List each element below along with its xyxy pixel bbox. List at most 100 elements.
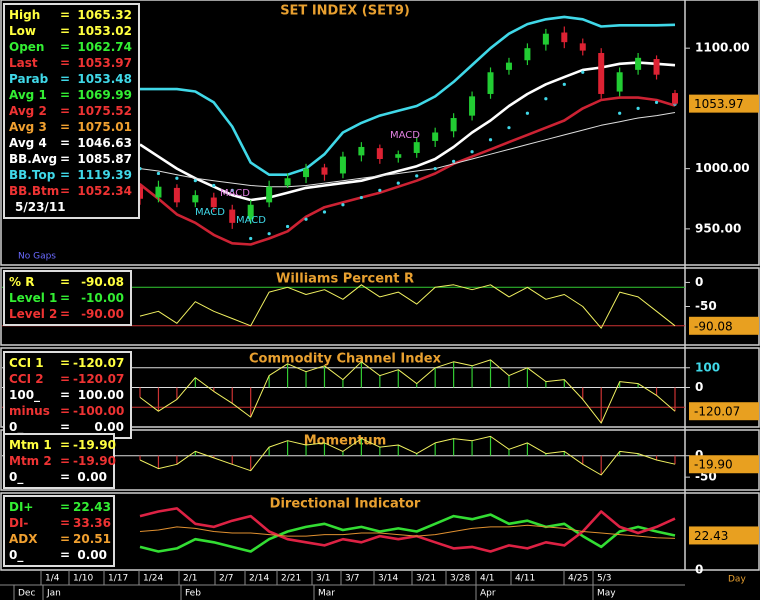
- date-label: 3/28: [450, 574, 470, 584]
- readout-sep: =: [59, 291, 71, 305]
- readout-sep: =: [59, 372, 71, 386]
- readout-row: Level 2 = -90.00: [9, 306, 126, 322]
- readout-value: -19.90: [73, 454, 116, 468]
- candle-body: [561, 32, 568, 43]
- date-label: 3/14: [378, 574, 398, 584]
- parabolic-dot: [378, 188, 382, 192]
- series-line: [139, 61, 676, 202]
- readout-row: 100_ = 100.00: [9, 387, 126, 403]
- macd-annotation: MACD: [390, 130, 420, 141]
- readout-row: Mtm 1 = -19.90: [9, 437, 116, 453]
- candle-body: [284, 178, 291, 186]
- date-label: 1/17: [108, 574, 128, 584]
- readout-value: -19.90: [73, 438, 116, 452]
- readout-label: Parab: [9, 72, 49, 86]
- readout-value: 0.00: [94, 420, 124, 434]
- candle-body: [339, 156, 346, 174]
- month-label: Jan: [46, 589, 61, 599]
- series-line: [139, 359, 676, 424]
- parabolic-dot: [562, 82, 566, 86]
- readout-sep: =: [59, 136, 71, 150]
- y-tick-label: 0: [695, 380, 703, 394]
- y-tick-label: 1100.00: [695, 41, 750, 55]
- readout-value: 100.00: [77, 388, 124, 402]
- y-tick-label: -50: [695, 299, 717, 313]
- readout-sep: =: [59, 307, 71, 321]
- readout-row: Last = 1053.97: [9, 55, 134, 71]
- panel-frame: [0, 0, 760, 266]
- readout-sep: =: [59, 152, 71, 166]
- macd-annotation: MACD: [220, 188, 250, 199]
- readout-row: CCI 1 = -120.07: [9, 355, 126, 371]
- readout-row: BB.Btm = 1052.34: [9, 183, 134, 199]
- y-tick-label: 950.00: [695, 221, 741, 235]
- readout-box: Mtm 1 = -19.90 Mtm 2 = -19.90 0_ = 0.00: [3, 433, 116, 489]
- readout-label: Avg 1: [9, 88, 47, 102]
- readout-sep: =: [59, 184, 71, 198]
- candle-body: [598, 53, 605, 94]
- readout-label: 0_: [9, 470, 24, 484]
- panel-frame: [0, 347, 760, 428]
- readout-value: -10.00: [81, 291, 124, 305]
- candle-body: [616, 72, 623, 92]
- readout-value: 1053.97: [77, 56, 132, 70]
- readout-sep: =: [59, 404, 71, 418]
- candle-body: [155, 186, 162, 198]
- parabolic-dot: [193, 179, 197, 183]
- month-label: Mar: [318, 589, 335, 599]
- candle-body: [266, 186, 273, 203]
- readout-row: Parab = 1053.48: [9, 71, 134, 87]
- readout-label: DI-: [9, 516, 29, 530]
- parabolic-dot: [470, 150, 474, 154]
- macd-annotation: MACD: [236, 215, 266, 226]
- readout-sep: =: [59, 454, 71, 468]
- parabolic-dot: [415, 174, 419, 178]
- date-label: 4/25: [568, 574, 588, 584]
- month-label: May: [597, 589, 616, 599]
- readout-label: Last: [9, 56, 38, 70]
- readout-row: ADX = 20.51: [9, 531, 111, 547]
- readout-sep: =: [59, 104, 71, 118]
- panel: Williams Percent R 0 -50 -90.08: [2, 272, 759, 335]
- readout-row: CCI 2 = -120.07: [9, 371, 126, 387]
- date-unit: Day: [728, 575, 746, 585]
- panel: SET INDEX (SET9) 1100.00 1000.00 950.00 MACD…: [18, 4, 759, 262]
- readout-value: 1065.32: [77, 8, 132, 22]
- date-label: 5/3: [597, 574, 611, 584]
- panel-title: Commodity Channel Index: [249, 352, 442, 367]
- y-tick-label: 1000.00: [695, 161, 750, 175]
- date-label: 1/10: [73, 574, 93, 584]
- readout-label: Level 2: [9, 307, 58, 321]
- readout-value: 1069.99: [77, 88, 132, 102]
- parabolic-dot: [249, 236, 253, 241]
- readout-row: 0_ = 0.00: [9, 469, 109, 485]
- panel-frame: [0, 267, 760, 346]
- readout-row: Level 1 = -10.00: [9, 290, 126, 306]
- panel: Directional Indicator 0 22.43: [139, 497, 759, 577]
- readout-value: 0.00: [77, 548, 107, 562]
- parabolic-dot: [212, 183, 216, 188]
- readout-sep: =: [59, 168, 71, 182]
- candle-body: [358, 146, 365, 156]
- readout-sep: =: [59, 40, 71, 54]
- value-box: [689, 526, 759, 545]
- candle-body: [505, 62, 512, 70]
- readout-row: DI- = 33.36: [9, 515, 111, 531]
- value-box: [689, 402, 759, 421]
- readout-sep: =: [59, 438, 71, 452]
- month-label: Apr: [480, 589, 496, 599]
- series-line: [139, 507, 676, 553]
- parabolic-dot: [359, 195, 363, 200]
- parabolic-dot: [322, 210, 327, 214]
- readout-row: DI+ = 22.43: [9, 499, 111, 515]
- parabolic-dot: [525, 111, 530, 115]
- readout-label: CCI 1: [9, 356, 44, 370]
- panel-title: SET INDEX (SET9): [280, 4, 410, 19]
- readout-row: High = 1065.32: [9, 7, 134, 23]
- date-label: 1/24: [143, 574, 163, 584]
- readout-label: BB.Btm: [9, 184, 60, 198]
- readout-label: Low: [9, 24, 36, 38]
- readout-label: CCI 2: [9, 372, 44, 386]
- readout-sep: =: [59, 532, 71, 546]
